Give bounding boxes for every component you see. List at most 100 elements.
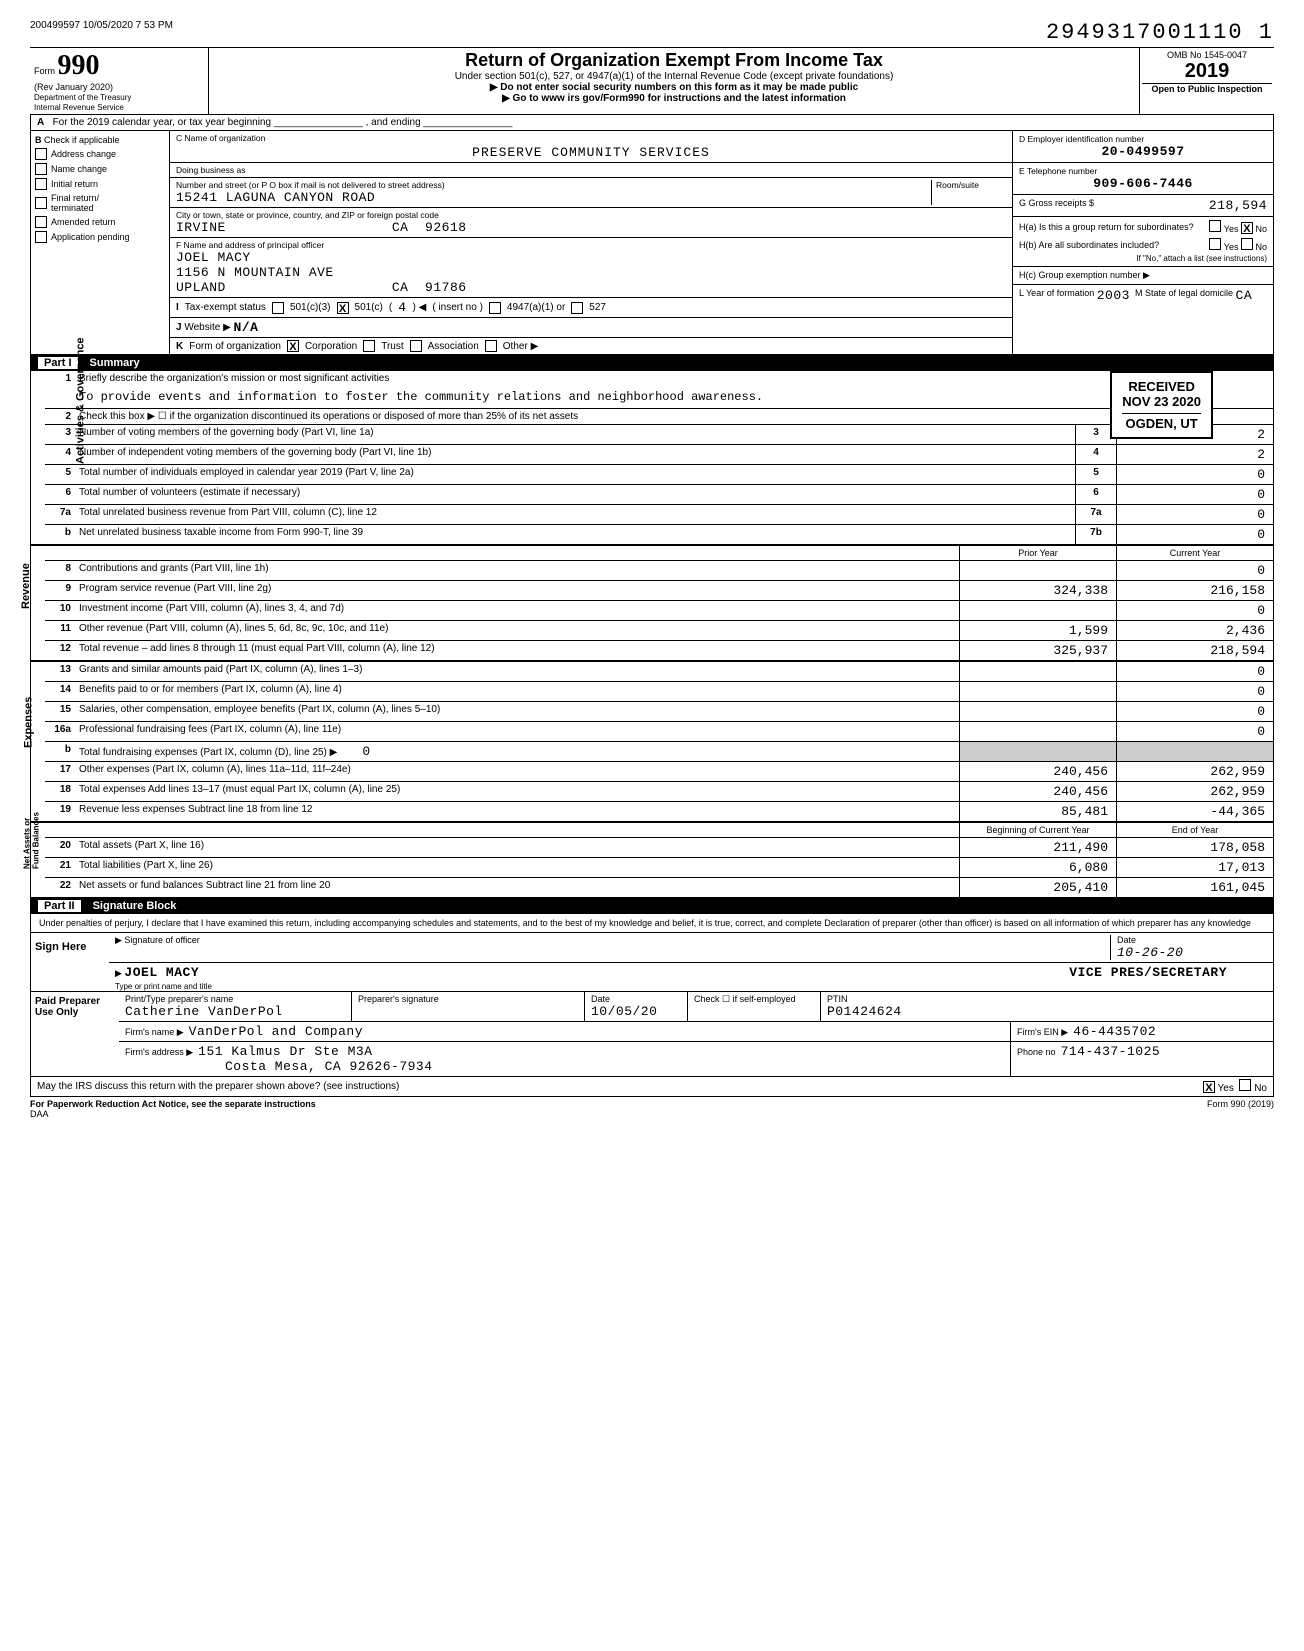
received-stamp: RECEIVED NOV 23 2020 OGDEN, UT (1110, 371, 1213, 439)
l21: Total liabilities (Part X, line 26) (75, 858, 959, 877)
l11c: 2,436 (1116, 621, 1273, 640)
cb-trust[interactable] (363, 340, 375, 352)
dba-label: Doing business as (170, 163, 1012, 178)
Hc-label: H(c) Group exemption number ▶ (1013, 267, 1273, 285)
B-item: Amended return (51, 217, 116, 227)
side-rev: Revenue (20, 563, 32, 609)
firm-ein: 46-4435702 (1073, 1024, 1156, 1039)
l16ap (959, 722, 1116, 741)
officer-addr2: UPLAND CA 91786 (176, 280, 1006, 295)
date-label: Date (1117, 935, 1136, 945)
cb-corp[interactable]: X (287, 340, 299, 352)
cb-Hb-no[interactable] (1241, 238, 1253, 250)
E-label: E Telephone number (1019, 166, 1267, 176)
stamp-loc: OGDEN, UT (1122, 413, 1201, 431)
hdr-current: Current Year (1116, 546, 1273, 560)
firm-label: Firm's name ▶ (125, 1027, 184, 1037)
l16a: Professional fundraising fees (Part IX, … (75, 722, 959, 741)
l21c: 17,013 (1116, 858, 1273, 877)
B-item: Application pending (51, 232, 130, 242)
ein-label: Firm's EIN ▶ (1017, 1027, 1068, 1037)
l6: Total number of volunteers (estimate if … (75, 485, 1075, 504)
l22p: 205,410 (959, 878, 1116, 897)
l17: Other expenses (Part IX, column (A), lin… (75, 762, 959, 781)
cb-501c[interactable]: X (337, 302, 349, 314)
cb-initial-return[interactable] (35, 178, 47, 190)
side-gov: Activities & Governance (74, 337, 86, 464)
l7a: Total unrelated business revenue from Pa… (75, 505, 1075, 524)
officer-sig-name: JOEL MACY (124, 965, 199, 980)
opt-527: 527 (589, 302, 606, 313)
opt-insert: ( insert no ) (432, 302, 483, 313)
cb-address-change[interactable] (35, 148, 47, 160)
partII-title: Signature Block (93, 900, 177, 912)
J-label: Website ▶ (184, 322, 230, 333)
cb-amended[interactable] (35, 216, 47, 228)
hdr-prior: Prior Year (959, 546, 1116, 560)
cb-discuss-no[interactable] (1239, 1079, 1251, 1091)
form-title: Return of Organization Exempt From Incom… (215, 50, 1133, 71)
preparer-label: Paid Preparer Use Only (31, 992, 119, 1076)
l14: Benefits paid to or for members (Part IX… (75, 682, 959, 701)
form-label: Form (34, 66, 55, 76)
cb-Ha-no[interactable]: X (1241, 222, 1253, 234)
cb-pending[interactable] (35, 231, 47, 243)
opt-501c3: 501(c)(3) (290, 302, 331, 313)
prep-date: 10/05/20 (591, 1004, 657, 1019)
street-address: 15241 LAGUNA CANYON ROAD (176, 190, 931, 205)
I-label: Tax-exempt status (185, 302, 266, 313)
l7b: Net unrelated business taxable income fr… (75, 525, 1075, 544)
cb-other[interactable] (485, 340, 497, 352)
cb-527[interactable] (571, 302, 583, 314)
l10c: 0 (1116, 601, 1273, 620)
l7b-val: 0 (1116, 525, 1273, 544)
discuss-no: No (1254, 1083, 1267, 1094)
ptin: P01424624 (827, 1004, 902, 1019)
l18: Total expenses Add lines 13–17 (must equ… (75, 782, 959, 801)
org-name: PRESERVE COMMUNITY SERVICES (176, 145, 1006, 160)
form-box: Form 990 (Rev January 2020) Department o… (30, 48, 209, 114)
cb-501c3[interactable] (272, 302, 284, 314)
l9c: 216,158 (1116, 581, 1273, 600)
side-net: Net Assets or Fund Balances (22, 812, 40, 869)
state-domicile: CA (1236, 288, 1253, 303)
mission-text: To provide events and information to fos… (45, 386, 1273, 408)
cb-Ha-yes[interactable] (1209, 220, 1221, 232)
cb-Hb-yes[interactable] (1209, 238, 1221, 250)
cb-name-change[interactable] (35, 163, 47, 175)
l18c: 262,959 (1116, 782, 1273, 801)
l12p: 325,937 (959, 641, 1116, 660)
l18p: 240,456 (959, 782, 1116, 801)
city-state-zip: IRVINE CA 92618 (176, 220, 1006, 235)
l19: Revenue less expenses Subtract line 18 f… (75, 802, 959, 821)
sign-here: Sign Here (31, 933, 109, 991)
hdr-boy: Beginning of Current Year (959, 823, 1116, 837)
line-A-text: For the 2019 calendar year, or tax year … (53, 117, 513, 128)
l17p: 240,456 (959, 762, 1116, 781)
cb-4947[interactable] (489, 302, 501, 314)
efile-stamp: 200499597 10/05/2020 7 53 PM (30, 20, 173, 45)
part-II-header: Part IISignature Block (30, 898, 1274, 914)
officer-name: JOEL MACY (176, 250, 1006, 265)
l20p: 211,490 (959, 838, 1116, 857)
l9: Program service revenue (Part VIII, line… (75, 581, 959, 600)
opt-assoc: Association (428, 341, 479, 352)
l3: Number of voting members of the governin… (75, 425, 1075, 444)
M-label: M State of legal domicile (1135, 288, 1233, 303)
F-label: F Name and address of principal officer (176, 240, 1006, 250)
cb-discuss-yes[interactable]: X (1203, 1081, 1215, 1093)
ein: 20-0499597 (1019, 144, 1267, 159)
yes: Yes (1224, 242, 1239, 252)
cb-assoc[interactable] (410, 340, 422, 352)
prep-name-label: Print/Type preparer's name (125, 994, 233, 1004)
l5: Total number of individuals employed in … (75, 465, 1075, 484)
no: No (1255, 242, 1267, 252)
B-item: Address change (51, 149, 116, 159)
firm-addr2: Costa Mesa, CA 92626-7934 (225, 1059, 433, 1074)
no: No (1255, 224, 1267, 234)
cb-final-return[interactable] (35, 197, 47, 209)
G-label: G Gross receipts $ (1019, 198, 1094, 213)
subtitle3: ▶ Go to www irs gov/Form990 for instruct… (215, 93, 1133, 104)
footer-right: Form 990 (2019) (1207, 1099, 1274, 1119)
open-inspection: Open to Public Inspection (1142, 83, 1272, 94)
